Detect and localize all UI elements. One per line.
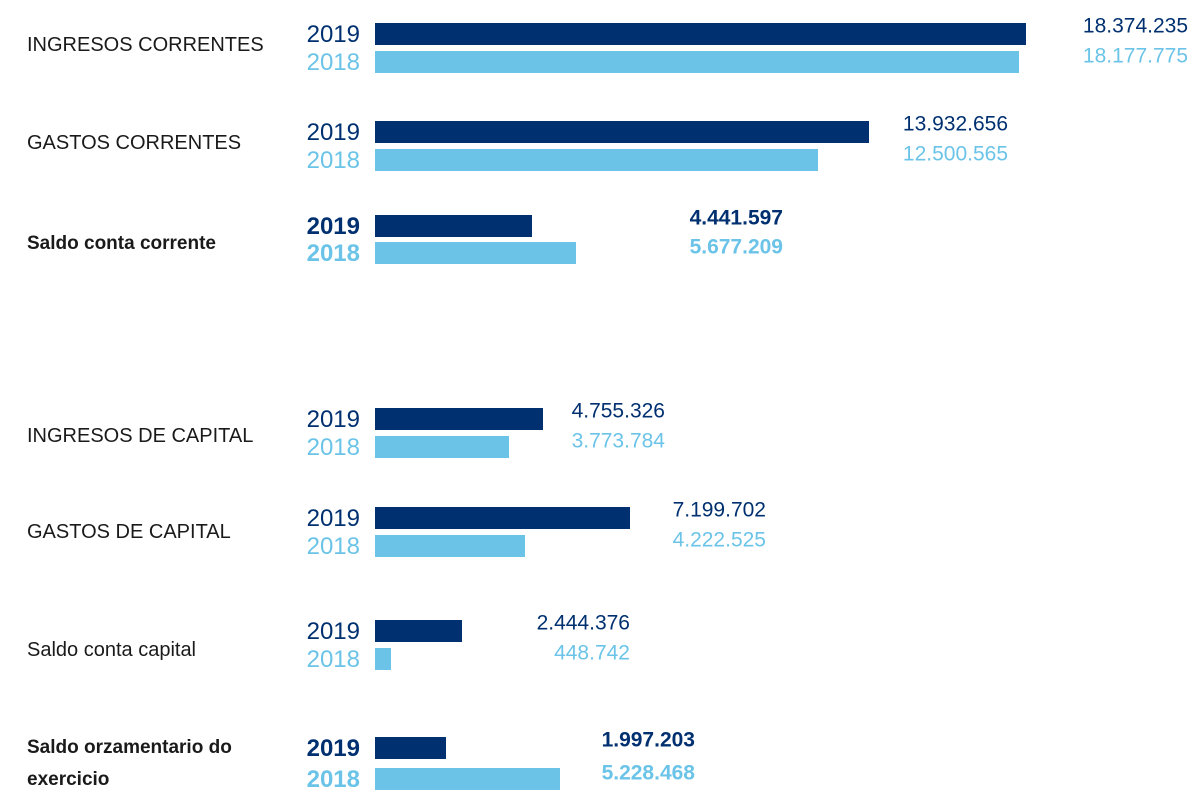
series-label: 2019 <box>306 735 360 762</box>
series-label: 2018 <box>306 147 360 174</box>
value-label: 18.177.775 <box>1082 44 1188 68</box>
value-label: 1.997.203 <box>601 728 695 752</box>
category-label: INGRESOS CORRENTES <box>27 34 264 56</box>
bar <box>375 408 544 430</box>
series-label: 2018 <box>306 533 360 560</box>
category-label: Saldo conta capital <box>27 639 197 661</box>
series-label: 2019 <box>306 618 360 645</box>
value-label: 7.199.702 <box>672 498 766 522</box>
value-label: 5.677.209 <box>689 235 783 259</box>
category-label: Saldo conta corrente <box>27 233 216 254</box>
bar <box>375 121 869 143</box>
bar <box>375 149 818 171</box>
value-label: 18.374.235 <box>1082 14 1188 38</box>
bar <box>375 215 533 237</box>
category-label: GASTOS CORRENTES <box>27 132 242 154</box>
bar <box>375 23 1026 45</box>
bar <box>375 436 509 458</box>
bar <box>375 620 462 642</box>
series-label: 2019 <box>306 213 360 240</box>
value-label: 13.932.656 <box>902 112 1008 136</box>
category-label: GASTOS DE CAPITAL <box>27 521 231 543</box>
bar <box>375 51 1020 73</box>
series-label: 2019 <box>306 406 360 433</box>
value-label: 4.222.525 <box>672 528 766 552</box>
series-label: 2018 <box>306 434 360 461</box>
series-label: 2018 <box>306 766 360 793</box>
bar <box>375 737 446 759</box>
series-label: 2018 <box>306 49 360 76</box>
bar <box>375 768 561 790</box>
value-label: 5.228.468 <box>601 761 695 785</box>
value-label: 4.441.597 <box>689 206 783 230</box>
series-label: 2018 <box>306 646 360 673</box>
value-label: 448.742 <box>554 641 630 665</box>
bar <box>375 507 631 529</box>
series-label: 2018 <box>306 240 360 267</box>
bar <box>375 535 525 557</box>
series-label: 2019 <box>306 505 360 532</box>
bar <box>375 648 391 670</box>
category-label: INGRESOS DE CAPITAL <box>27 425 254 447</box>
series-label: 2019 <box>306 21 360 48</box>
value-label: 4.755.326 <box>571 399 665 423</box>
value-label: 2.444.376 <box>536 611 630 635</box>
category-label: Saldo orzamentario do exercicio <box>27 737 232 790</box>
series-label: 2019 <box>306 119 360 146</box>
value-label: 12.500.565 <box>902 142 1008 166</box>
value-label: 3.773.784 <box>571 429 665 453</box>
bar <box>375 242 577 264</box>
